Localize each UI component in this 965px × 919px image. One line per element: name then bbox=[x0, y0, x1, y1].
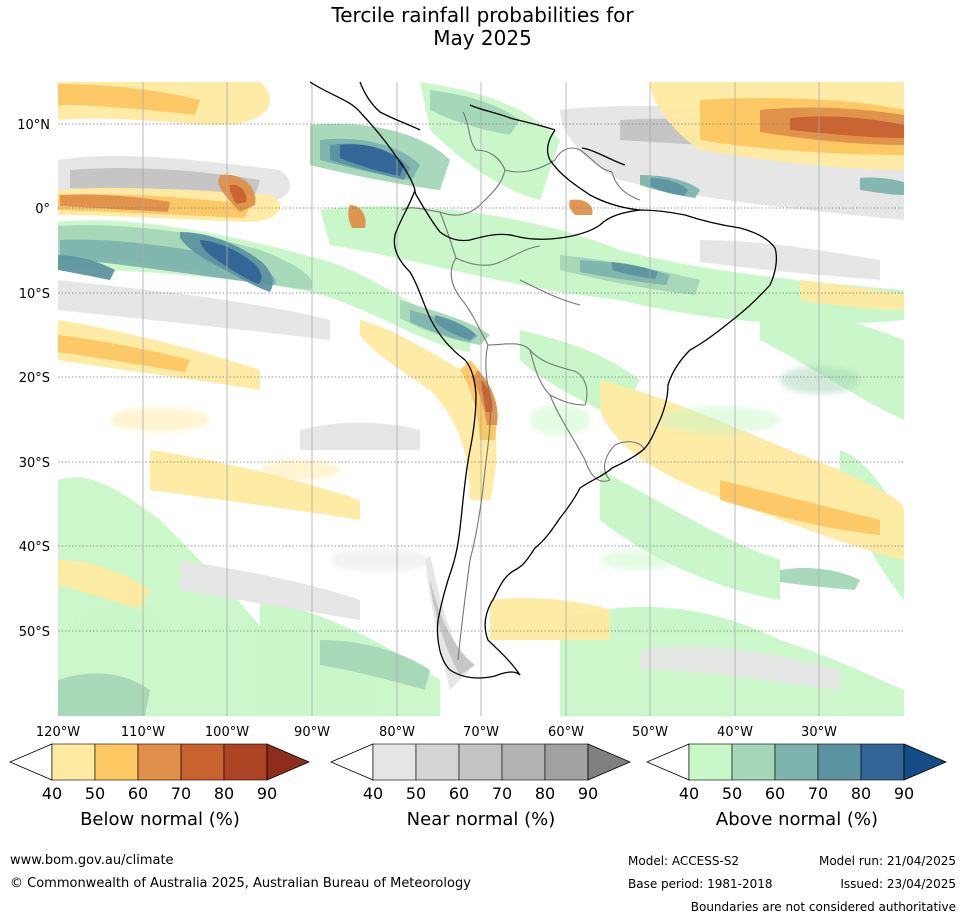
colorbar-tick-label: 80 bbox=[214, 784, 234, 803]
country-borders bbox=[401, 111, 646, 661]
colorbar-segment bbox=[372, 743, 417, 781]
colorbar-min-triangle bbox=[8, 743, 53, 781]
colorbar-segment bbox=[51, 743, 96, 781]
footer-model: Model: ACCESS-S2 bbox=[628, 854, 740, 868]
colorbar-title-near-normal: Near normal (%) bbox=[407, 809, 556, 830]
colorbar-tick-label: 70 bbox=[171, 784, 191, 803]
footer-base-period: Base period: 1981-2018 bbox=[628, 877, 773, 891]
lat-label: 30°S bbox=[19, 456, 50, 471]
colorbar-tick-label: 80 bbox=[851, 784, 871, 803]
colorbar-tick-label: 50 bbox=[85, 784, 105, 803]
lon-label: 50°W bbox=[632, 725, 668, 740]
title-line-1: Tercile rainfall probabilities for bbox=[331, 3, 634, 27]
title-line-2: May 2025 bbox=[433, 26, 532, 50]
lat-label: 40°S bbox=[19, 540, 50, 555]
colorbar-segment bbox=[688, 743, 733, 781]
longitude-labels: 120°W 110°W 100°W 90°W 80°W 70°W 60°W 50… bbox=[36, 725, 837, 740]
meridian-lines bbox=[142, 82, 820, 716]
colorbar-tick-label: 60 bbox=[765, 784, 785, 803]
lat-label: 10°N bbox=[17, 118, 50, 133]
lat-label: 10°S bbox=[19, 287, 50, 302]
colorbar-segment bbox=[817, 743, 862, 781]
colorbar-segment bbox=[180, 743, 225, 781]
colorbar-tick-label: 90 bbox=[894, 784, 914, 803]
colorbar-max-triangle bbox=[903, 743, 948, 781]
colorbar-tick-label: 70 bbox=[808, 784, 828, 803]
colorbar-above-normal: 40 50 60 70 80 90 bbox=[645, 743, 948, 803]
colorbar-below-normal: 40 50 60 70 80 90 bbox=[8, 743, 311, 803]
colorbar-tick-label: 40 bbox=[363, 784, 383, 803]
lon-label: 110°W bbox=[121, 725, 165, 740]
colorbar-segment bbox=[544, 743, 589, 781]
colorbar-segment bbox=[860, 743, 905, 781]
colorbar-tick-label: 90 bbox=[257, 784, 277, 803]
lon-label: 30°W bbox=[801, 725, 837, 740]
colorbar-title-below-normal: Below normal (%) bbox=[80, 809, 240, 830]
colorbar-title-above-normal: Above normal (%) bbox=[716, 809, 878, 830]
lon-label: 70°W bbox=[463, 725, 499, 740]
colorbar-segment bbox=[774, 743, 819, 781]
lon-label: 80°W bbox=[379, 725, 415, 740]
lon-label: 40°W bbox=[717, 725, 753, 740]
latitude-labels: 10°N 0° 10°S 20°S 30°S 40°S 50°S bbox=[17, 118, 50, 640]
colorbar-segment bbox=[731, 743, 776, 781]
colorbar-segment bbox=[223, 743, 268, 781]
lat-label: 0° bbox=[35, 202, 50, 217]
colorbar-max-triangle bbox=[266, 743, 311, 781]
colorbar-max-triangle bbox=[587, 743, 632, 781]
footer-issued: Issued: 23/04/2025 bbox=[840, 877, 956, 891]
chart-title: Tercile rainfall probabilities for May 2… bbox=[0, 4, 965, 50]
lon-label: 120°W bbox=[36, 725, 80, 740]
footer-model-run: Model run: 21/04/2025 bbox=[818, 854, 956, 868]
colorbar-segment bbox=[458, 743, 503, 781]
colorbar-tick-label: 50 bbox=[406, 784, 426, 803]
colorbar-segment bbox=[501, 743, 546, 781]
colorbar-segment bbox=[415, 743, 460, 781]
colorbar-tick-label: 90 bbox=[578, 784, 598, 803]
lat-label: 20°S bbox=[19, 371, 50, 386]
colorbar-min-triangle bbox=[645, 743, 690, 781]
lon-label: 90°W bbox=[294, 725, 330, 740]
colorbar-tick-label: 50 bbox=[722, 784, 742, 803]
colorbar-segment bbox=[94, 743, 139, 781]
coastline bbox=[309, 81, 777, 679]
lon-label: 100°W bbox=[205, 725, 249, 740]
colorbar-segment bbox=[137, 743, 182, 781]
footer-copyright: © Commonwealth of Australia 2025, Austra… bbox=[10, 876, 471, 891]
lat-label: 50°S bbox=[19, 625, 50, 640]
footer-url: www.bom.gov.au/climate bbox=[10, 853, 174, 868]
colorbar-tick-label: 60 bbox=[449, 784, 469, 803]
colorbar-tick-label: 40 bbox=[42, 784, 62, 803]
colorbar-tick-label: 70 bbox=[492, 784, 512, 803]
colorbar-tick-label: 80 bbox=[535, 784, 555, 803]
footer-boundaries: Boundaries are not considered authoritat… bbox=[690, 900, 956, 914]
colorbar-tick-label: 40 bbox=[679, 784, 699, 803]
colorbar-near-normal: 40 50 60 70 80 90 bbox=[329, 743, 632, 803]
lon-label: 60°W bbox=[548, 725, 584, 740]
colorbar-min-triangle bbox=[329, 743, 374, 781]
colorbar-tick-label: 60 bbox=[128, 784, 148, 803]
